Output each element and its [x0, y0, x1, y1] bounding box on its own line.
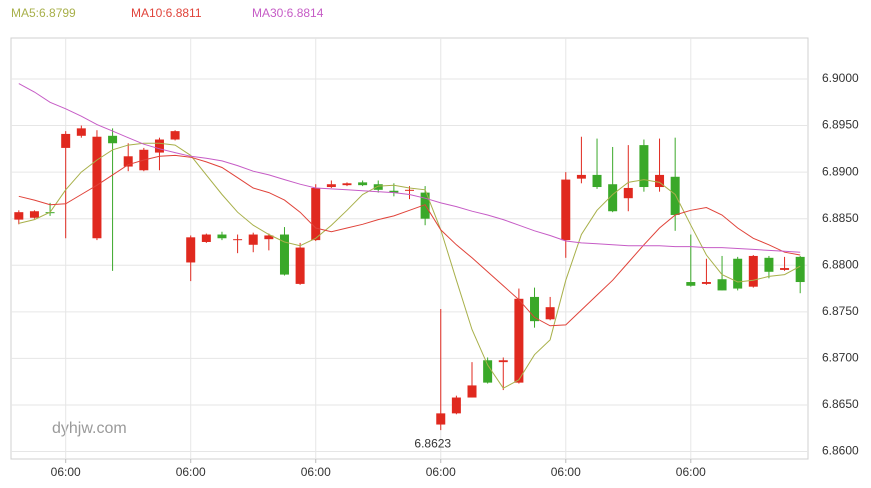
candle-body [29, 211, 39, 218]
y-tick-label: 6.8800 [822, 257, 859, 271]
candle-body [405, 189, 414, 191]
candle-body [170, 131, 180, 140]
candle-body [154, 139, 164, 153]
candle-body [514, 298, 524, 383]
legend-entry: MA5:6.8799 [11, 6, 76, 20]
candle-body [498, 360, 508, 363]
candle-body [748, 255, 758, 287]
candle-body [670, 176, 680, 215]
x-tick-label: 06:00 [426, 465, 456, 479]
candle-body [717, 279, 727, 291]
candle-body [186, 237, 196, 263]
y-tick-label: 6.8600 [822, 444, 859, 458]
candle-body [248, 234, 258, 245]
candle-body [467, 385, 477, 398]
candle-body [311, 187, 321, 241]
candle-body [592, 174, 602, 188]
y-tick-label: 6.8950 [822, 118, 859, 132]
candle-body [108, 135, 118, 144]
candle-body [686, 282, 696, 286]
candle-body [295, 247, 305, 284]
plot-frame [10, 37, 809, 460]
candle-body [530, 296, 540, 322]
candle-body [123, 156, 133, 167]
legend-entry: MA30:6.8814 [252, 6, 324, 20]
watermark: dyhjw.com [52, 420, 127, 437]
candle-body [451, 397, 461, 414]
candle-body [326, 184, 336, 188]
y-tick-label: 6.8700 [822, 351, 859, 365]
x-tick-label: 06:00 [301, 465, 331, 479]
y-tick-label: 6.8750 [822, 304, 859, 318]
candle-body [92, 136, 102, 239]
candle-body [14, 212, 24, 220]
candle-body [639, 145, 649, 188]
candle-body [342, 183, 352, 186]
y-tick-label: 6.9000 [822, 71, 859, 85]
low-label: 6.8623 [414, 436, 451, 450]
candle-body [780, 268, 790, 270]
candle-body [358, 182, 368, 186]
candle-body [561, 179, 571, 241]
candle-body [264, 235, 274, 240]
candle-body [483, 360, 493, 383]
candle-body [76, 128, 86, 136]
ma-line [18, 142, 801, 389]
ma-line [18, 83, 801, 253]
candle-body [655, 174, 665, 188]
y-tick-label: 6.8650 [822, 397, 859, 411]
x-tick-label: 06:00 [676, 465, 706, 479]
y-tick-label: 6.8900 [822, 164, 859, 178]
candle-body [764, 257, 774, 272]
candle-body [623, 187, 633, 199]
x-tick-label: 06:00 [51, 465, 81, 479]
candle-body [576, 174, 586, 179]
candle-body [233, 239, 243, 241]
candle-body [701, 282, 711, 284]
candle-body [61, 133, 71, 148]
candle-body [373, 184, 383, 190]
candle-body [436, 413, 446, 425]
candle-body [389, 190, 399, 193]
candle-body [201, 234, 211, 242]
candle-body [545, 307, 555, 320]
candle-body [217, 234, 227, 239]
candle-body [795, 256, 805, 283]
y-tick-label: 6.8850 [822, 211, 859, 225]
candle-body [608, 184, 618, 212]
x-tick-label: 06:00 [551, 465, 581, 479]
candle-body [733, 258, 743, 289]
x-tick-label: 06:00 [176, 465, 206, 479]
candle-body [279, 234, 289, 275]
ma-line [18, 154, 801, 327]
legend-entry: MA10:6.8811 [131, 6, 202, 20]
